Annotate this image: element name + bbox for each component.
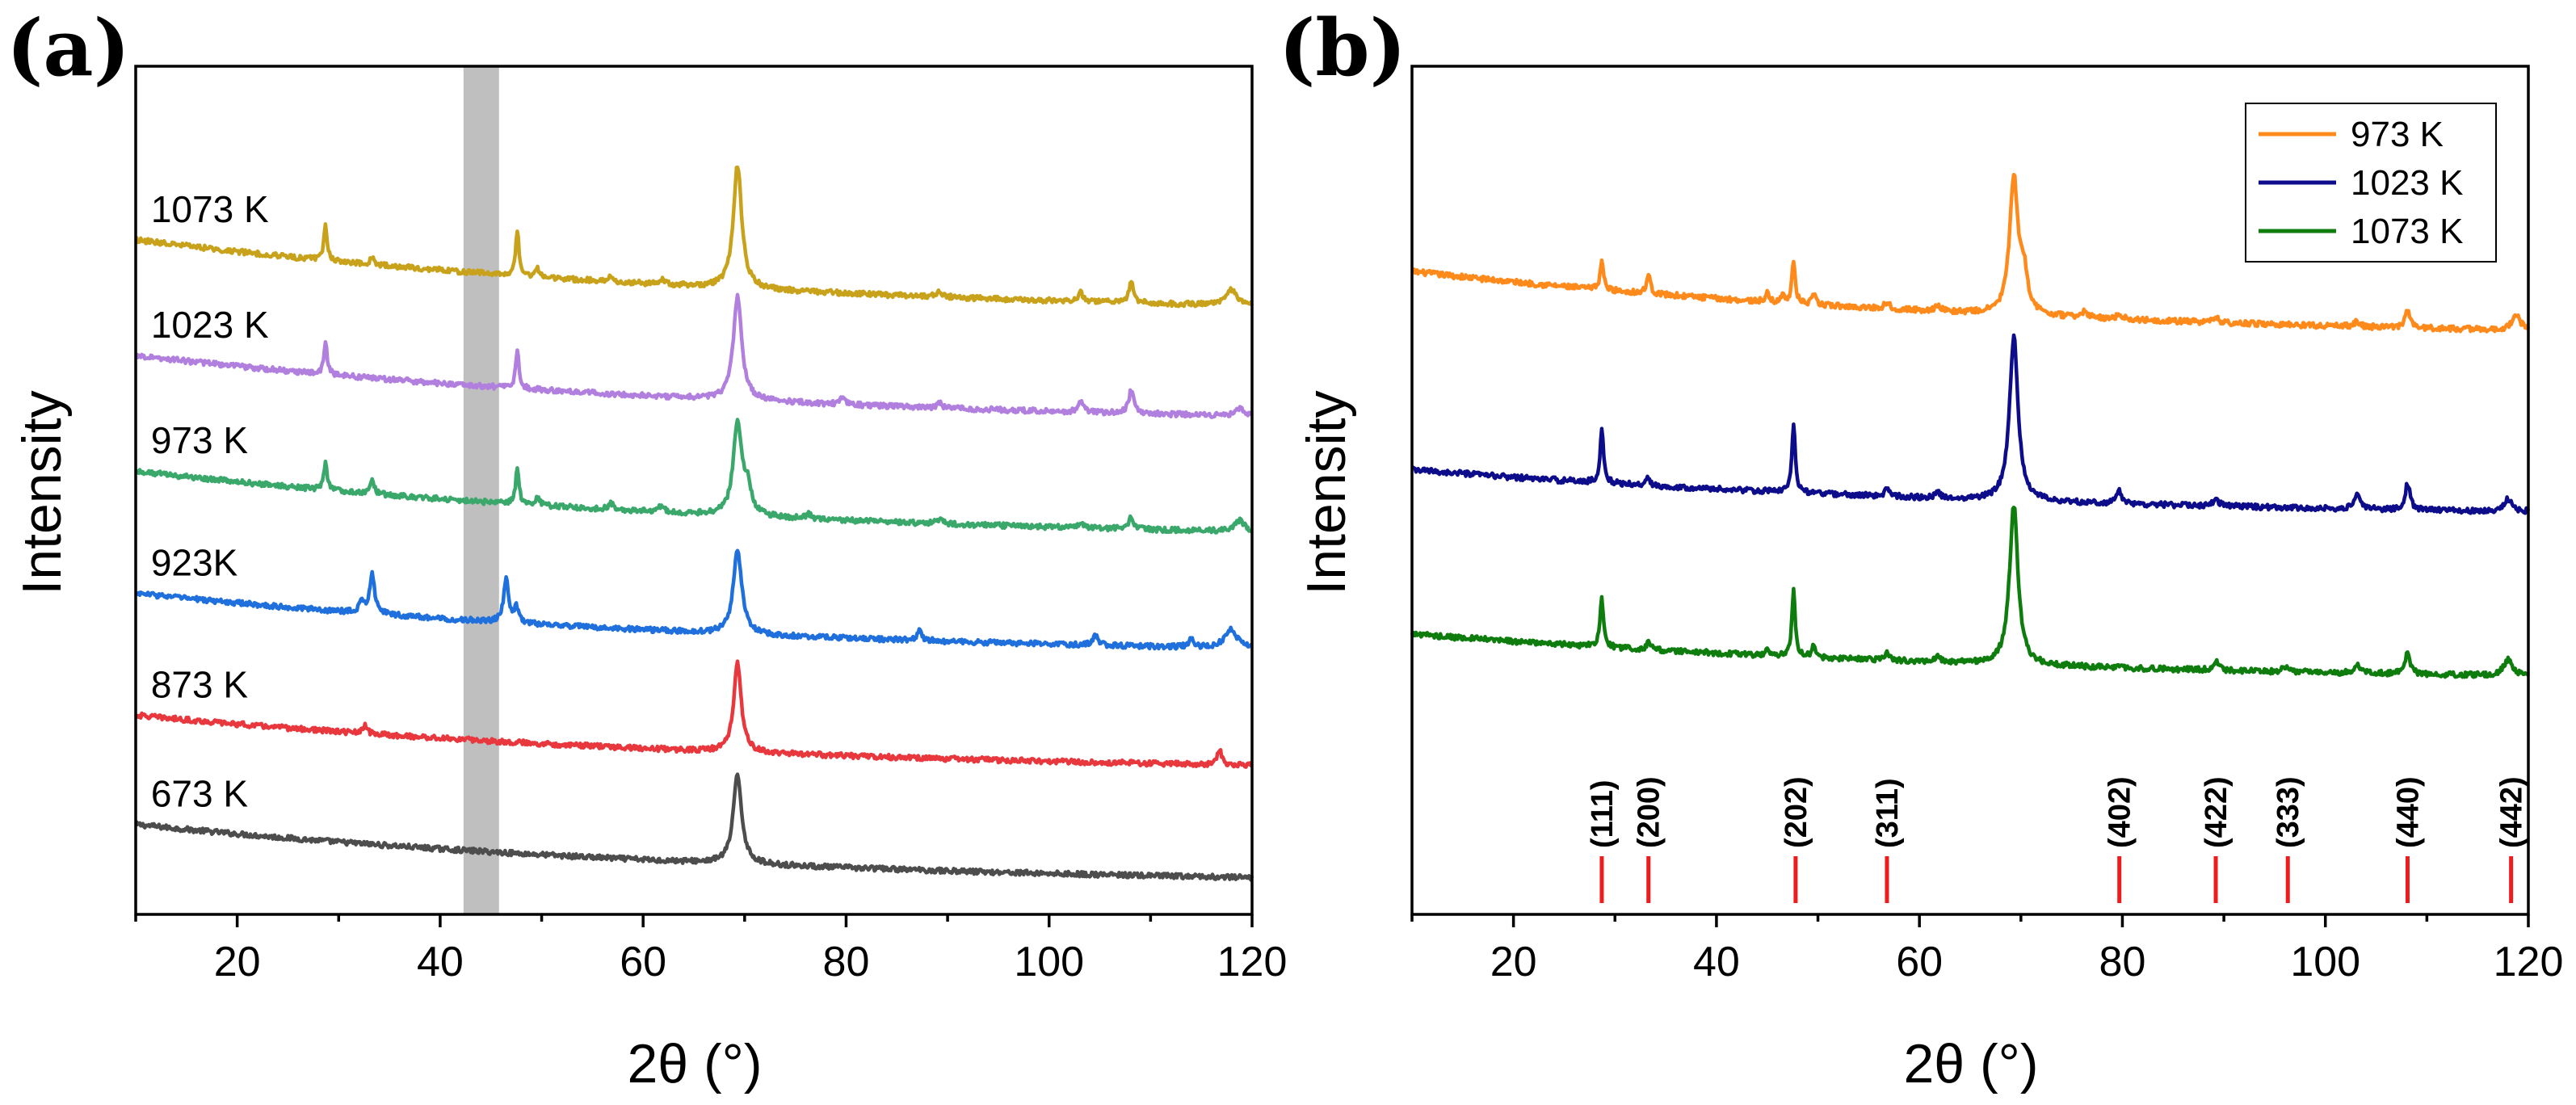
panel-a-letter: (a) xyxy=(6,2,130,94)
x-tick-label: 100 xyxy=(1014,939,1084,985)
hkl-label: (200) xyxy=(1633,776,1666,848)
x-tick-label: 120 xyxy=(2494,939,2564,985)
panel-a-xlabel: 2θ (°) xyxy=(627,1033,762,1094)
series-line-673k xyxy=(134,772,1254,882)
series-line-973k xyxy=(1410,172,2531,334)
shaded-region xyxy=(463,66,499,914)
x-tick-label: 40 xyxy=(1693,939,1740,985)
hkl-label: (202) xyxy=(1780,776,1813,848)
series-line-973k xyxy=(134,418,1253,535)
hkl-label: (422) xyxy=(2200,776,2234,848)
x-tick-label: 100 xyxy=(2290,939,2360,985)
panel-b-plot-area: (111) (200) (202) (311) (402) (422) (333) (440)… xyxy=(1410,172,2531,903)
x-tick-label: 40 xyxy=(417,939,464,985)
panel-b: (b) Intensity 2θ (°) (111) (200) (202) (311… xyxy=(1279,2,2563,1094)
legend-label: 973 K xyxy=(2351,115,2444,154)
x-axis-ticks: 20 40 60 80 100 120 xyxy=(134,914,1288,985)
series-line-1073k xyxy=(1410,505,2530,679)
panel-b-letter: (b) xyxy=(1279,2,1406,94)
x-tick-label: 20 xyxy=(214,939,261,985)
panel-a-frame xyxy=(134,65,1254,916)
legend-label: 1023 K xyxy=(2351,163,2463,203)
curve-label: 673 K xyxy=(151,773,249,815)
panel-a-plot-area: 673 K 873 K 923K 973 K 1023 K 1073 K xyxy=(133,66,1254,914)
curve-label: 973 K xyxy=(151,419,249,461)
panel-a-ylabel: Intensity xyxy=(11,390,73,595)
series-line-1073k xyxy=(134,165,1254,309)
curve-label: 923K xyxy=(151,541,238,583)
legend: 973 K 1023 K 1073 K xyxy=(2245,103,2497,263)
hkl-label: (402) xyxy=(2103,776,2137,848)
hkl-label: (440) xyxy=(2391,776,2425,848)
curve-label: 1073 K xyxy=(151,188,269,230)
panel-a: (a) Intensity 2θ (°) 673 K 873 K 923K 973 K… xyxy=(6,2,1287,1094)
curve-label: 1023 K xyxy=(151,304,269,346)
hkl-label: (442) xyxy=(2495,776,2529,848)
x-tick-label: 60 xyxy=(1896,939,1943,985)
legend-label: 1073 K xyxy=(2351,212,2463,251)
series-line-1023k xyxy=(135,292,1254,419)
x-tick-label: 60 xyxy=(620,939,666,985)
hkl-label: (111) xyxy=(1586,779,1620,848)
series-line-923k xyxy=(134,548,1253,651)
curve-label: 873 K xyxy=(151,663,249,705)
hkl-label: (333) xyxy=(2271,776,2305,848)
hkl-label: (311) xyxy=(1871,778,1905,848)
series-line-1023k xyxy=(1410,333,2531,515)
panel-b-xlabel: 2θ (°) xyxy=(1903,1033,2038,1094)
panel-b-ylabel: Intensity xyxy=(1296,390,1357,595)
panel-b-frame xyxy=(1410,65,2530,916)
x-tick-label: 120 xyxy=(1217,939,1288,985)
series-line-873k xyxy=(133,659,1253,769)
x-tick-label: 20 xyxy=(1490,939,1537,985)
x-tick-label: 80 xyxy=(2099,939,2146,985)
x-axis-ticks: 20 40 60 80 100 120 xyxy=(1410,914,2564,985)
x-tick-label: 80 xyxy=(823,939,870,985)
